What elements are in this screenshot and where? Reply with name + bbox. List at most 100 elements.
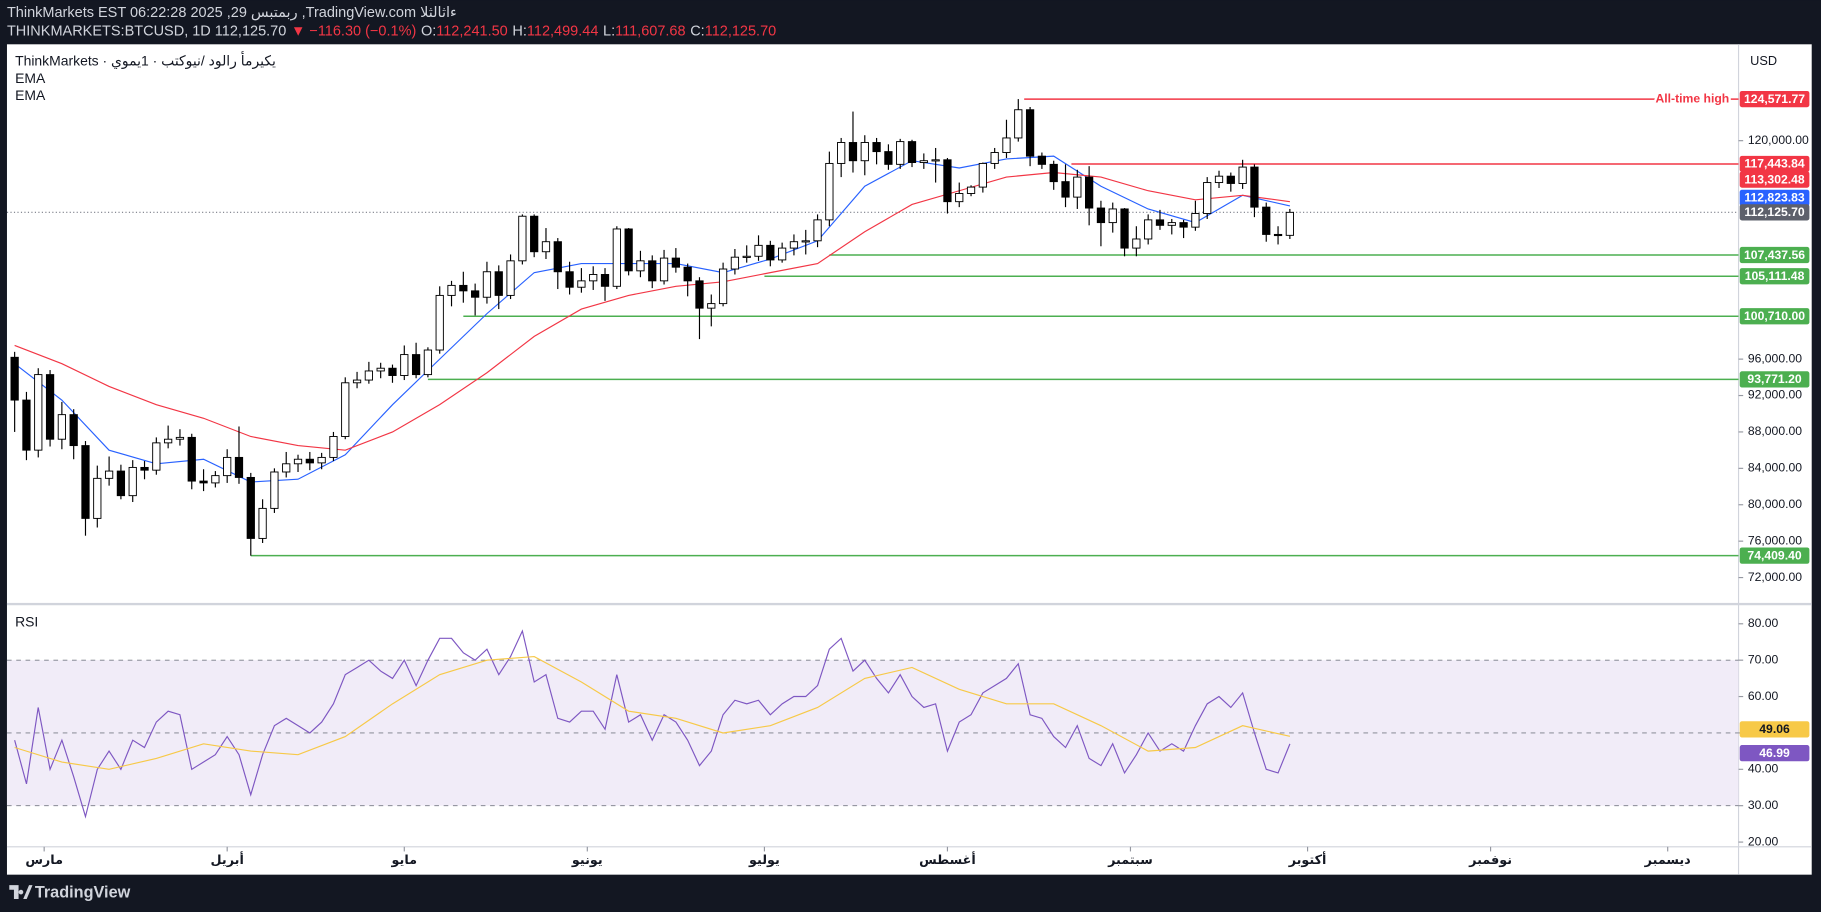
candle-body <box>1167 222 1176 226</box>
candle-body <box>175 436 185 440</box>
candle-body <box>1073 176 1082 198</box>
candle-body <box>896 141 905 165</box>
y-tick-label: 80.00 <box>1748 616 1779 630</box>
candle-body <box>140 466 149 471</box>
candle-body <box>1238 166 1247 184</box>
candle-body <box>435 294 444 351</box>
x-tick-label: نوفمبر <box>1468 852 1512 867</box>
y-tick-label: 30.00 <box>1748 798 1779 812</box>
candle-body <box>600 274 610 287</box>
candle-body <box>837 142 846 164</box>
candle-body <box>388 367 397 376</box>
candle-body <box>1002 137 1011 153</box>
ohlc-value: 112,241.50 <box>436 23 508 39</box>
y-tick-label: 60.00 <box>1748 689 1779 703</box>
level-label: 107,437.56 <box>1744 248 1805 262</box>
y-tick-label: 84,000.00 <box>1748 461 1802 475</box>
candle-body <box>659 257 669 282</box>
candle-body <box>884 151 893 165</box>
ema-label-bg <box>1739 171 1810 188</box>
candle-body <box>789 241 799 249</box>
candle-body <box>766 244 775 261</box>
candle-body <box>990 152 999 164</box>
y-tick-label: 20.00 <box>1748 834 1779 848</box>
candle-body <box>919 160 928 163</box>
ohlc-value: 111,607.68 <box>615 23 685 39</box>
candle-body <box>1132 238 1141 249</box>
candle-body <box>482 271 492 298</box>
x-tick-label: ديسمبر <box>1644 852 1691 867</box>
y-tick-label: 40.00 <box>1748 762 1779 776</box>
candle-body <box>966 186 976 194</box>
y-tick-label: 72,000.00 <box>1748 570 1802 584</box>
level-label-bg <box>1739 308 1810 325</box>
candle-body <box>164 438 173 444</box>
candle-body <box>423 349 433 376</box>
ema-label: 113,302.48 <box>1744 172 1805 186</box>
ohlc-label: O: <box>421 23 436 39</box>
rsi-line <box>14 629 1291 819</box>
candle-body <box>671 257 680 268</box>
candle-body <box>1014 109 1023 139</box>
level-label: 74,409.40 <box>1747 548 1801 562</box>
level-label-bg <box>1739 371 1810 388</box>
candle-body <box>553 241 562 273</box>
candle-body <box>57 414 66 440</box>
symbol: THINKMARKETS:BTCUSD, 1D 112,125.70 <box>7 23 286 39</box>
candle-body <box>34 374 43 451</box>
candle-body <box>589 274 598 282</box>
candle-body <box>825 162 834 221</box>
rsi-value-label-bg <box>1739 745 1810 762</box>
ohlc-value: 112,499.44 <box>527 23 599 39</box>
y-tick-label: 92,000.00 <box>1748 388 1802 402</box>
pane-separator <box>6 602 1812 606</box>
candle-body <box>376 367 385 372</box>
rsi-value-label-bg <box>1739 721 1810 738</box>
candle-body <box>293 458 303 465</box>
candle-body <box>199 480 208 484</box>
level-label-bg <box>1739 155 1810 173</box>
candle-body <box>612 228 621 287</box>
candle-body <box>1061 181 1070 198</box>
candle-body <box>955 193 964 203</box>
candle-body <box>518 215 527 262</box>
candle-body <box>341 382 350 437</box>
candle-body <box>860 142 869 162</box>
candle-body <box>211 475 220 484</box>
candle-body <box>282 463 291 473</box>
candle-body <box>978 162 987 188</box>
candle-body <box>459 284 468 292</box>
candle-body <box>22 399 31 451</box>
candle-body <box>400 354 409 376</box>
candle-body <box>1025 109 1035 157</box>
rsi-line <box>14 655 1291 770</box>
x-tick-label: مارس <box>25 852 63 867</box>
candle-body <box>258 507 267 539</box>
x-tick-label: يونيو <box>571 852 603 867</box>
x-tick-label: أكتوبر <box>1288 851 1327 867</box>
candle-body <box>931 159 940 162</box>
candle-body <box>577 280 586 288</box>
candle-body <box>1191 213 1200 228</box>
candle-body <box>565 271 574 288</box>
watermark: TradingView <box>35 884 131 902</box>
price-label-bg <box>1739 204 1810 221</box>
candle-body <box>317 456 326 464</box>
candle-body <box>1273 233 1283 237</box>
candle-body <box>943 159 952 203</box>
level-label: 124,571.77 <box>1744 92 1805 106</box>
level-label: 117,443.84 <box>1744 157 1805 171</box>
y-tick-label: 120,000.00 <box>1748 133 1809 147</box>
candle-body <box>778 247 787 261</box>
candle-body <box>541 241 551 253</box>
level-label-bg <box>1739 246 1810 264</box>
level-label-bg <box>1739 547 1810 564</box>
legend-entry: EMA <box>15 70 46 86</box>
price-label: 112,125.70 <box>1744 205 1805 219</box>
candle-body <box>695 280 704 309</box>
candle-body <box>1037 155 1047 165</box>
candle-body <box>305 458 314 464</box>
candle-body <box>813 219 822 242</box>
x-tick-label: يوليو <box>748 852 780 867</box>
